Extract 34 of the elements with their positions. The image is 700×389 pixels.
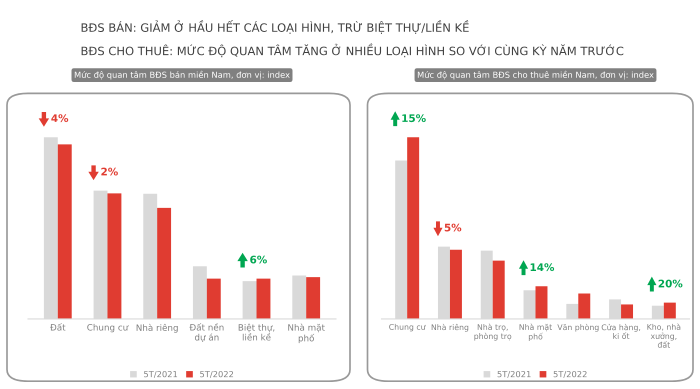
chart-title: Mức độ quan tâm BĐS cho thuê miền Nam, đơn vị: index [418, 70, 654, 80]
legend-label: 5T/2022 [554, 370, 587, 378]
annotation: 6% [250, 256, 267, 264]
annotation: 20% [658, 280, 682, 288]
bar [256, 278, 270, 319]
text: BĐS CHO THUÊ: MỨC ĐỘ QUAN TÂM TĂNG Ở NHIỀU LOẠI HÌNH SO VỚI CÙNG KỲ NĂM TRƯỚC [82, 43, 624, 58]
legend-label: 5T/2022 [200, 370, 234, 378]
x-tick-label: Nhà riêng [136, 324, 178, 333]
x-tick-label: Nhà mặt phố [288, 324, 325, 344]
bar [157, 208, 172, 319]
x-tick-label: Biệt thự, liền kề [238, 324, 274, 341]
bar [407, 137, 420, 319]
x-tick-label: Chung cư [87, 324, 129, 332]
annotation: 2% [101, 168, 118, 176]
annotation: 5% [444, 224, 462, 232]
bar [450, 250, 462, 319]
bar [578, 294, 590, 319]
annotation: 15% [402, 114, 426, 122]
legend-label: 5T/2021 [498, 370, 531, 378]
bar [58, 144, 72, 319]
bar [206, 278, 221, 319]
legend-label: 5T/2021 [144, 370, 178, 378]
bar [306, 277, 320, 319]
bar [664, 302, 676, 319]
bar [492, 260, 505, 319]
x-tick-label: Đất nền dự án [189, 323, 224, 342]
text: BĐS BÁN: GIẢM Ở HẦU HẾT CÁC LOẠI HÌNH, TRỪ BIỆT THỰ/LIỀN KỀ [82, 20, 469, 34]
bar [621, 304, 634, 319]
chart-title: Mức độ quan tâm BĐS bán miền Nam, đơn vị: index [74, 70, 290, 80]
annotation: 14% [530, 263, 554, 272]
bar [536, 286, 548, 319]
annotation: 4% [51, 114, 68, 122]
bar [107, 193, 122, 319]
x-tick-label: Đất [50, 323, 66, 331]
